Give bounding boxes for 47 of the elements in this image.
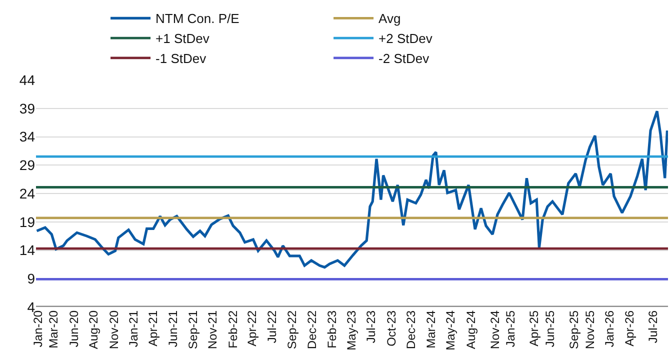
x-tick-label: Apr-22 [245,310,260,346]
x-tick-label: Nov-25 [582,310,597,350]
x-tick-label: Jan-20 [30,310,45,348]
line-series [36,110,668,269]
x-tick-label: Apr-21 [146,310,160,346]
x-tick-label: Jun-25 [543,310,558,348]
x-tick-label: Jan-26 [602,310,616,348]
x-tick-label: May-23 [344,310,358,350]
y-tick-label: 14 [19,242,36,258]
x-tick-label: Aug-24 [464,310,478,350]
x-tick-label: Jun-21 [166,310,180,348]
legend-label: Avg [378,11,401,26]
x-tick-label: Sep-22 [284,310,299,350]
x-tick-label: Jan-21 [126,310,140,348]
legend-label: -2 StDev [378,51,430,66]
x-tick-label: Jul-26 [646,310,660,344]
legend-label: +2 StDev [378,31,433,46]
x-tick-label: Jul-22 [265,310,280,344]
y-tick-label: 44 [19,72,36,88]
x-tick-label: Apr-26 [622,310,636,346]
y-tick-label: 34 [19,128,36,145]
x-tick-label: Jul-23 [364,310,378,344]
x-tick-label: Aug-20 [86,310,101,350]
x-tick-label: Sep-21 [186,310,200,350]
y-tick-label: 9 [27,270,36,287]
x-tick-label: Dec-23 [404,310,418,350]
x-tick-label: Jan-25 [504,310,518,348]
x-tick-label: Nov-24 [488,310,502,350]
y-tick-label: 29 [19,157,36,174]
x-tick-label: Dec-22 [305,310,320,350]
legend-label: -1 StDev [156,51,207,66]
y-tick-label: 39 [19,100,36,116]
y-tick-label: 19 [19,214,36,230]
legend-label: NTM Con. P/E [156,11,240,26]
y-tick-label: 24 [19,185,36,202]
x-tick-label: Feb-22 [226,310,240,348]
x-tick-label: Oct-23 [384,310,398,346]
x-tick-label: Nov-21 [206,310,220,350]
x-tick-label: Mar-20 [46,310,61,348]
x-tick-label: Jun-20 [66,310,81,348]
x-tick-label: Feb-23 [324,310,339,348]
x-tick-label: Apr-25 [527,310,542,346]
x-tick-label: Sep-25 [567,310,582,350]
legend-label: +1 StDev [156,31,210,46]
x-tick-label: Mar-24 [424,310,438,348]
x-tick-label: Nov-20 [106,310,121,350]
x-tick-label: May-24 [443,310,458,350]
